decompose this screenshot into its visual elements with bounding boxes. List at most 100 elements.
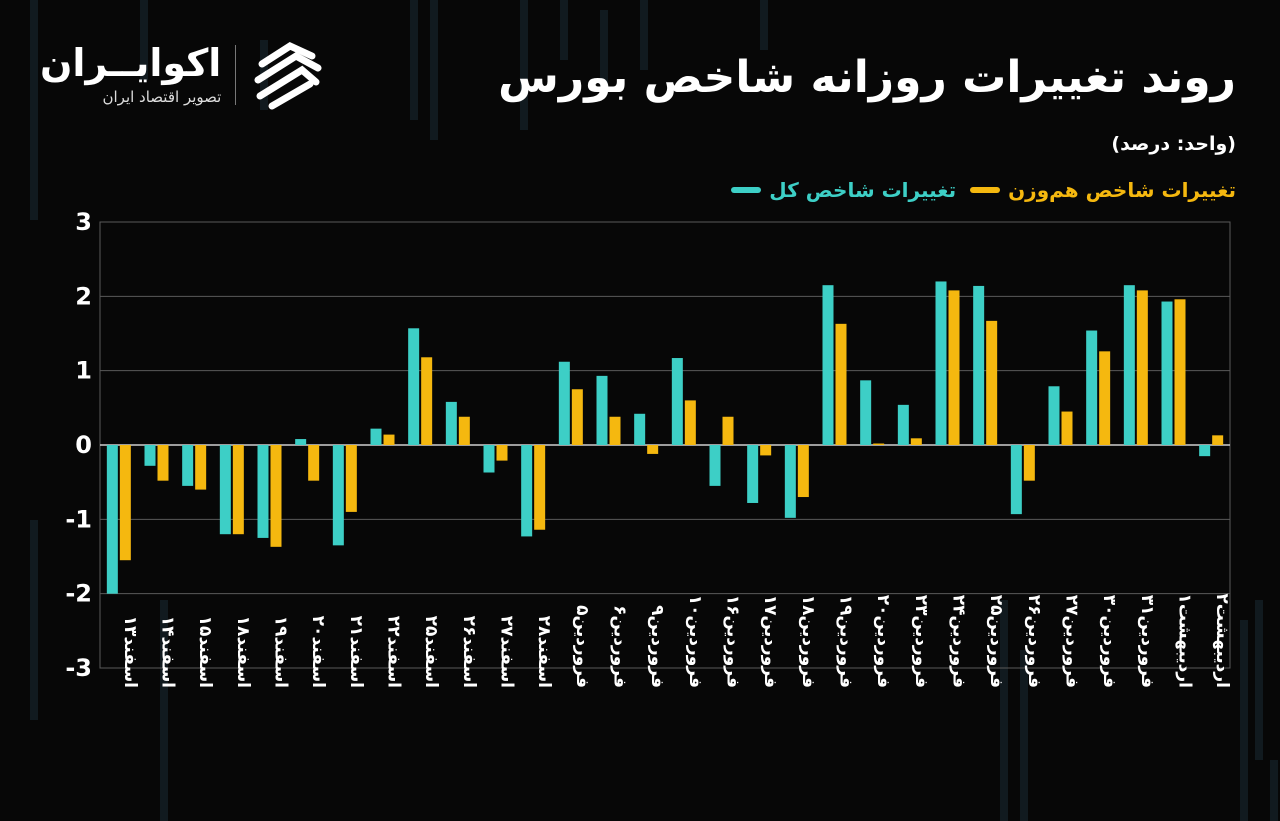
bar-total [370,428,382,445]
bar-total [784,445,796,518]
x-tick-label: اسفند۲۶ [459,616,479,688]
bar-total [897,404,909,445]
x-tick-label: اسفند۲۷ [497,616,517,688]
x-tick-label: فروردین۲۴ [949,595,969,688]
bar-total [483,445,495,473]
x-tick-label: اسفند۱۹ [271,616,291,688]
bar-equal [308,445,320,481]
x-tick-label: اسفند۲۰ [308,616,328,688]
bar-total [747,445,759,503]
y-tick-label: -1 [65,505,92,533]
bar-total [521,445,533,537]
y-tick-label: 2 [75,282,92,310]
x-tick-label: اسفند۲۸ [534,616,554,688]
bar-equal [835,323,847,445]
x-tick-label: فروردین۲۵ [986,595,1006,688]
x-tick-label: فروردین۲۰ [873,595,893,688]
bar-total [219,445,231,535]
x-tick-label: اسفند۱۸ [233,616,253,688]
bar-equal [722,416,734,445]
bar-total [1048,386,1060,445]
bar-equal [986,320,998,445]
bar-equal [571,389,583,445]
bg-candle [1000,600,1008,821]
x-tick-label: فروردین۱۰ [685,595,705,688]
x-tick-label: فروردین۲۶ [1024,595,1044,688]
page-title: روند تغییرات روزانه شاخص بورس [498,52,1237,103]
bar-equal [760,445,772,456]
bar-equal [910,438,922,445]
x-tick-label: اسفند۱۴ [158,616,178,688]
y-tick-label: 1 [75,357,92,385]
bar-equal [458,416,470,445]
x-tick-label: فروردین۱۶ [723,595,743,688]
bar-total [445,401,457,445]
bar-total [1199,445,1211,457]
bar-total [973,285,985,445]
y-tick-label: 3 [75,208,92,236]
x-tick-label: اسفند۲۱ [346,616,366,688]
bar-equal [873,443,885,445]
bar-equal [797,445,809,498]
bar-total [596,375,608,445]
bar-equal [1099,351,1111,445]
x-tick-label: فروردین۲۳ [911,595,931,688]
legend-label-equal: تغییرات شاخص هم‌وزن [1008,178,1236,202]
bar-equal [1174,299,1186,445]
legend-item-equal: تغییرات شاخص هم‌وزن [970,178,1236,202]
bg-candle [640,0,648,70]
y-tick-label: 0 [75,431,92,459]
legend: تغییرات شاخص کل تغییرات شاخص هم‌وزن [731,178,1236,202]
bg-candle [560,0,568,60]
bar-equal [421,357,433,445]
bar-total [295,439,307,445]
bar-equal [1212,435,1224,445]
bar-total [1086,330,1098,445]
bar-equal [609,416,621,445]
bar-equal [496,445,508,461]
bar-equal [195,445,207,490]
logo: اکوایــران تصویر اقتصاد ایران [40,38,324,112]
bg-candle [30,0,38,220]
bar-equal [270,445,282,547]
bar-equal [157,445,169,481]
legend-swatch-total [731,187,762,193]
legend-label-total: تغییرات شاخص کل [769,178,957,202]
ecoiran-logo-icon [254,42,322,110]
x-tick-label: فروردین۳۱ [1137,595,1157,688]
bg-candle [1020,650,1028,821]
bg-candle [160,600,168,821]
x-tick-label: اسفند۱۵ [195,616,215,688]
bg-candle [1240,620,1248,821]
bar-total [144,445,156,466]
bg-candle [760,0,768,50]
bar-total [634,413,646,445]
bar-total [671,358,683,445]
x-tick-label: فروردین۱۹ [836,595,856,688]
bar-equal [232,445,244,535]
bar-total [1123,285,1135,445]
x-tick-label: فروردین۱۸ [798,595,818,688]
x-tick-label: اسفند۲۲ [384,616,404,688]
x-tick-label: اردیبهشت۱ [1175,593,1195,688]
x-tick-label: فروردین۵ [572,605,592,688]
unit-label: (واحد: درصد) [1111,133,1236,155]
bar-total [408,328,420,445]
bar-total [709,445,721,486]
y-tick-label: -2 [65,580,92,608]
x-tick-label: فروردین۶ [610,605,630,688]
y-tick-label: -3 [65,654,92,682]
logo-subtitle: تصویر اقتصاد ایران [102,88,222,106]
bar-equal [383,434,395,445]
bar-equal [119,445,131,561]
x-tick-label: اردیبهشت۲ [1212,593,1232,688]
bar-total [1010,445,1022,515]
bar-equal [684,400,696,445]
bar-equal [534,445,546,530]
legend-swatch-equal [970,187,1001,193]
bar-total [822,285,834,445]
bg-candle [1255,600,1263,760]
x-tick-label: فروردین۲۷ [1062,595,1082,688]
